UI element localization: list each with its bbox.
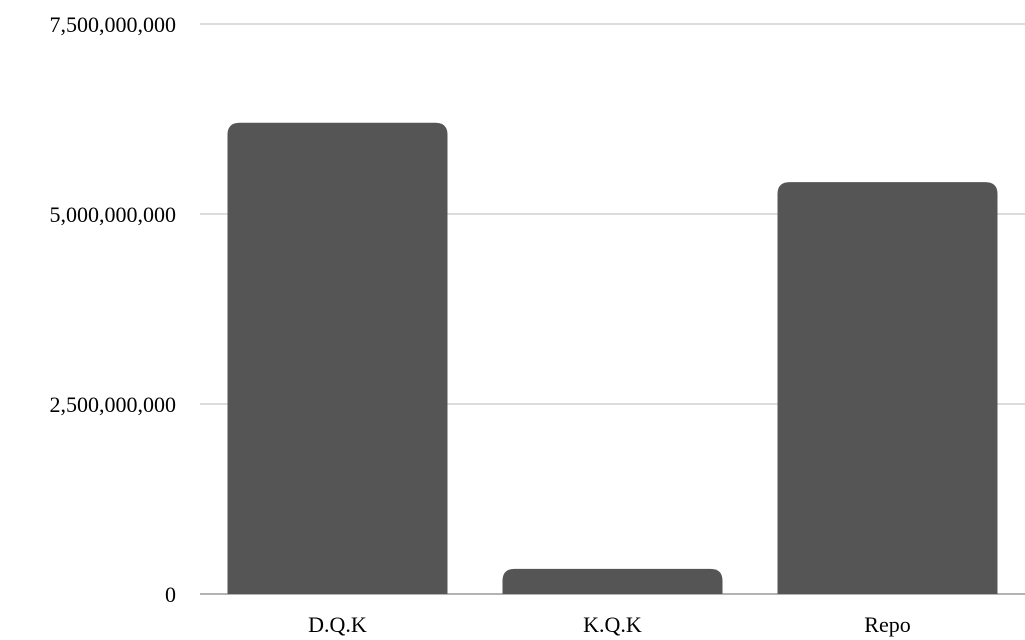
x-category-label: D.Q.K [308, 612, 367, 637]
y-tick-label: 7,500,000,000 [50, 12, 177, 37]
x-axis-labels: D.Q.K K.Q.K Repo [308, 612, 911, 637]
x-category-label: Repo [864, 612, 910, 637]
bar-repo [777, 182, 998, 594]
x-category-label: K.Q.K [583, 612, 642, 637]
y-tick-label: 5,000,000,000 [50, 202, 177, 227]
bars-layer [227, 122, 998, 595]
y-tick-label: 2,500,000,000 [50, 392, 177, 417]
y-tick-label: 0 [165, 582, 176, 607]
bar-k-q-k [502, 568, 723, 594]
y-axis-ticks: 0 2,500,000,000 5,000,000,000 7,500,000,000 [50, 12, 177, 607]
bar-d-q-k [227, 122, 448, 595]
